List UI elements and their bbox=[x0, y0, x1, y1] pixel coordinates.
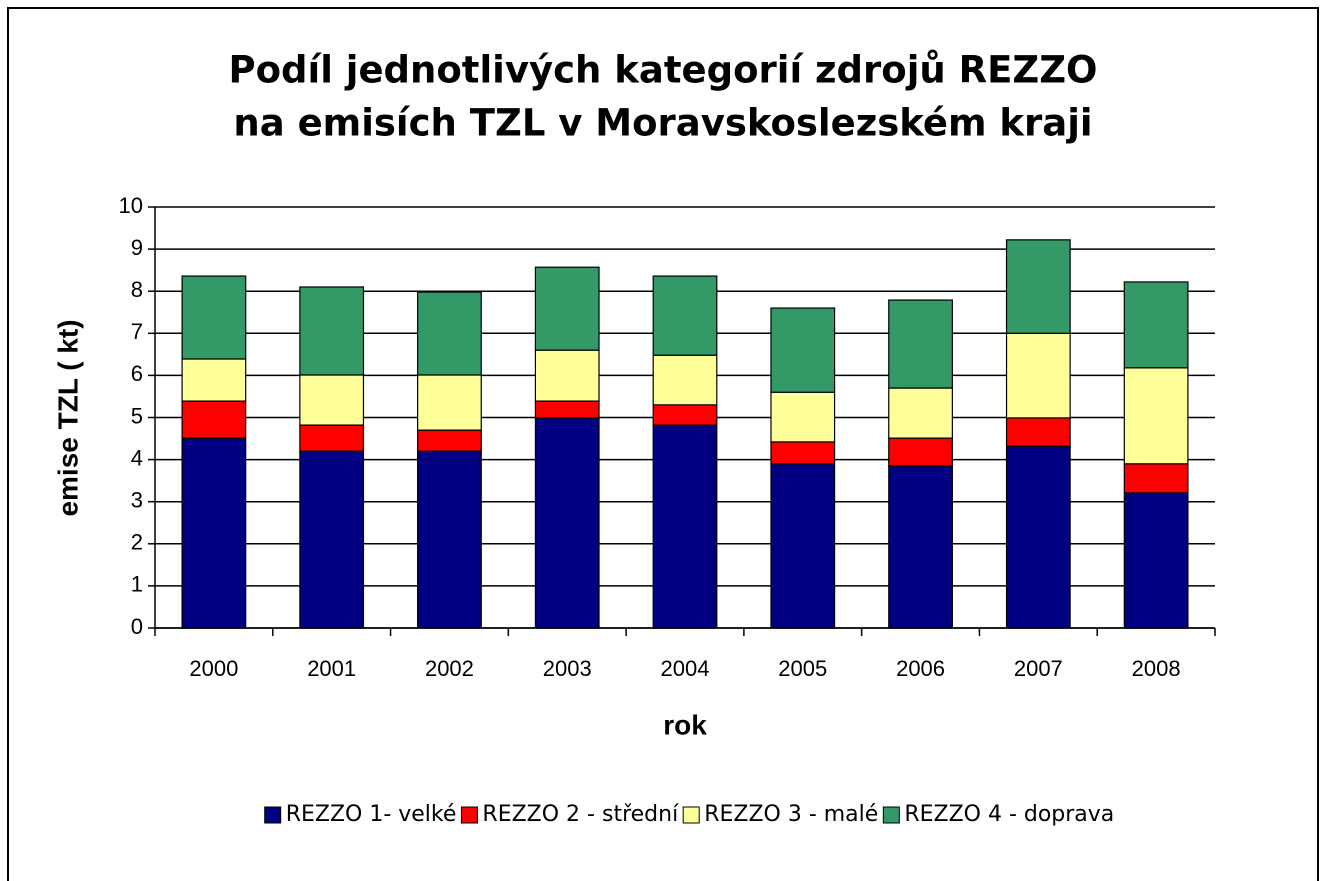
bar-segment bbox=[652, 424, 718, 629]
bar-segment bbox=[534, 349, 600, 402]
y-tick-label: 10 bbox=[119, 193, 143, 218]
x-tick-label: 2006 bbox=[896, 656, 945, 681]
x-axis-label: rok bbox=[663, 709, 707, 740]
bar-segment bbox=[1123, 463, 1189, 494]
bar-segment bbox=[888, 387, 953, 439]
x-tick-label: 2000 bbox=[189, 656, 238, 681]
bar-segment bbox=[417, 450, 482, 629]
y-tick-label: 0 bbox=[131, 614, 143, 639]
bar-segment bbox=[1005, 332, 1071, 419]
bar-segment bbox=[181, 437, 247, 629]
legend-label: REZZO 1- velké bbox=[286, 802, 457, 827]
bar-segment bbox=[1005, 417, 1071, 447]
bar-segment bbox=[770, 441, 836, 465]
bar-segment bbox=[888, 465, 953, 629]
legend-swatch bbox=[264, 806, 282, 824]
bar-segment bbox=[770, 307, 836, 393]
bar-segment bbox=[652, 354, 718, 406]
legend-swatch bbox=[460, 806, 478, 824]
bar-segment bbox=[888, 299, 953, 389]
chart-border bbox=[7, 7, 1319, 881]
bar-segment bbox=[1005, 239, 1071, 334]
y-tick-label: 3 bbox=[131, 488, 143, 513]
bar-segment bbox=[299, 424, 365, 452]
legend-swatch bbox=[882, 806, 900, 824]
chart-title: Podíl jednotlivých kategorií zdrojů REZZ… bbox=[229, 49, 1098, 92]
y-tick-label: 4 bbox=[131, 445, 143, 470]
y-tick-label: 7 bbox=[131, 319, 143, 344]
y-tick-label: 1 bbox=[131, 572, 143, 597]
bar-segment bbox=[417, 374, 482, 431]
bar-segment bbox=[770, 391, 836, 443]
legend-label: REZZO 3 - malé bbox=[704, 802, 878, 827]
legend-label: REZZO 4 - doprava bbox=[904, 802, 1114, 827]
x-tick-label: 2002 bbox=[425, 656, 474, 681]
y-tick-label: 9 bbox=[131, 235, 143, 260]
x-tick-label: 2008 bbox=[1132, 656, 1181, 681]
bar-segment bbox=[534, 266, 600, 351]
bar-segment bbox=[1123, 492, 1189, 629]
bar-segment bbox=[181, 400, 247, 439]
y-tick-label: 6 bbox=[131, 361, 143, 386]
legend-swatch bbox=[682, 806, 700, 824]
x-tick-label: 2005 bbox=[778, 656, 827, 681]
bar-segment bbox=[1123, 367, 1189, 465]
x-tick-label: 2001 bbox=[307, 656, 356, 681]
bar-segment bbox=[534, 400, 600, 419]
bar-segment bbox=[181, 358, 247, 402]
bar-segment bbox=[299, 450, 365, 629]
x-tick-label: 2007 bbox=[1014, 656, 1063, 681]
legend-label: REZZO 2 - střední bbox=[482, 802, 679, 827]
bar-segment bbox=[299, 374, 365, 426]
bar-segment bbox=[652, 275, 718, 356]
x-tick-label: 2004 bbox=[661, 656, 710, 681]
x-tick-label: 2003 bbox=[543, 656, 592, 681]
bar-segment bbox=[417, 429, 482, 452]
bar-segment bbox=[1123, 281, 1189, 369]
chart-title: na emisích TZL v Moravskoslezském kraji bbox=[233, 102, 1092, 145]
y-tick-label: 2 bbox=[131, 530, 143, 555]
bar-segment bbox=[181, 275, 247, 360]
bar-segment bbox=[299, 286, 365, 376]
bar-segment bbox=[652, 404, 718, 426]
bar-segment bbox=[888, 437, 953, 467]
bar-segment bbox=[1005, 445, 1071, 629]
y-axis-label: emise TZL ( kt) bbox=[52, 319, 83, 516]
bar-segment bbox=[770, 463, 836, 629]
y-tick-label: 5 bbox=[131, 403, 143, 428]
bar-segment bbox=[534, 417, 600, 629]
y-tick-label: 8 bbox=[131, 277, 143, 302]
bar-segment bbox=[417, 291, 482, 376]
